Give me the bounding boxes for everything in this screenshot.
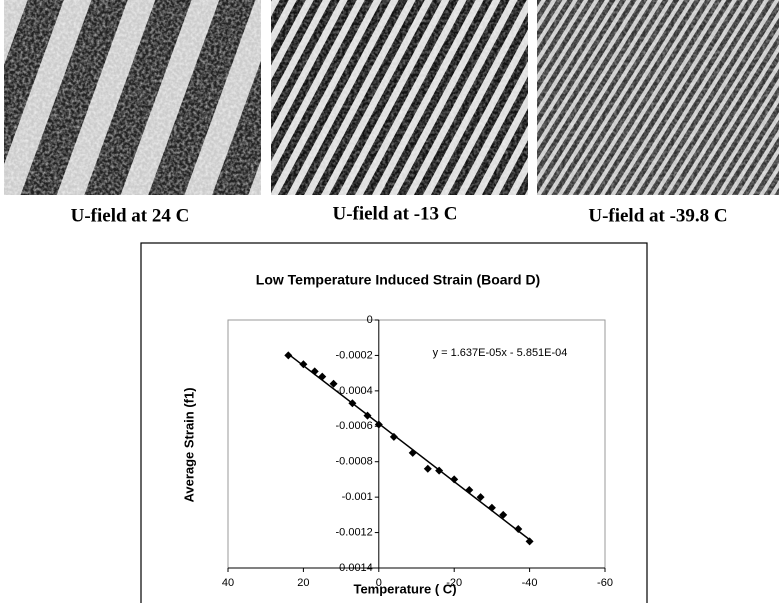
data-point: [465, 486, 474, 495]
data-point: [389, 432, 398, 441]
data-point: [435, 466, 444, 475]
image-caption: U-field at -13 C: [332, 203, 457, 224]
y-tick-label: -0.0002: [335, 349, 372, 361]
y-tick-label: -0.0014: [335, 562, 372, 574]
x-tick-label: 0: [376, 577, 382, 589]
data-point: [310, 367, 319, 376]
x-tick-label: 40: [222, 577, 234, 589]
data-point: [363, 411, 372, 420]
data-point: [450, 475, 459, 484]
chart-title: Low Temperature Induced Strain (Board D): [256, 272, 540, 288]
data-point: [299, 360, 308, 369]
x-tick-label: -40: [522, 577, 538, 589]
data-point: [476, 493, 485, 502]
data-point: [525, 537, 534, 546]
y-axis-label: Average Strain (f1): [181, 387, 196, 502]
y-tick-label: -0.0006: [335, 420, 372, 432]
data-point: [329, 379, 338, 388]
data-point: [514, 525, 523, 534]
data-point: [423, 464, 432, 473]
data-point: [487, 503, 496, 512]
data-point: [374, 420, 383, 429]
x-tick-label: 20: [297, 577, 309, 589]
y-tick-label: -0.001: [342, 491, 373, 503]
y-tick-label: -0.0004: [335, 385, 372, 397]
image-caption: U-field at -39.8 C: [588, 205, 727, 226]
y-tick-label: -0.0012: [335, 526, 372, 538]
data-point: [284, 351, 293, 360]
y-tick-label: -0.0008: [335, 456, 372, 468]
moire-image: [4, 0, 261, 195]
x-tick-label: -60: [597, 577, 613, 589]
data-point: [408, 448, 417, 457]
data-point: [348, 399, 357, 408]
trendline-equation: y = 1.637E-05x - 5.851E-04: [433, 347, 568, 359]
moire-image: [537, 0, 779, 195]
image-caption: U-field at 24 C: [71, 205, 190, 226]
moire-image: [271, 0, 528, 195]
y-tick-label: 0: [367, 314, 373, 326]
data-point: [499, 510, 508, 519]
x-tick-label: -20: [446, 577, 462, 589]
data-point: [318, 372, 327, 381]
x-axis-label: Temperature ( C): [353, 581, 456, 596]
chart-frame: [140, 242, 648, 603]
